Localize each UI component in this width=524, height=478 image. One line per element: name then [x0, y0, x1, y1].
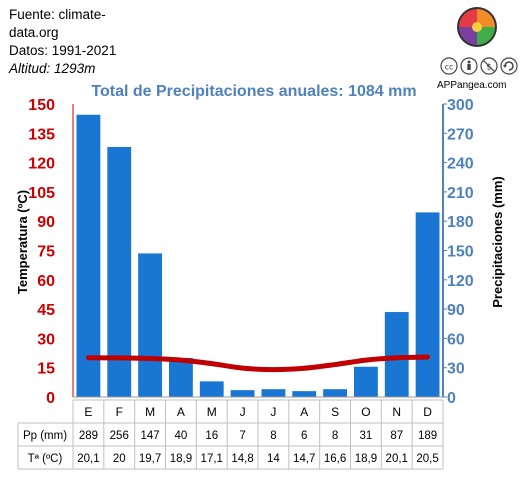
- table-cell: 19,7: [139, 453, 161, 465]
- appangea-logo-icon: [457, 7, 497, 47]
- y-tick-left-label: 150: [28, 97, 55, 114]
- precip-bar: [261, 389, 286, 397]
- altitude: Altitud: 1293m: [9, 60, 116, 78]
- table-cell: 20,5: [416, 453, 438, 465]
- table-cell: 7: [239, 430, 245, 442]
- y-tick-left-label: 105: [28, 185, 55, 202]
- table-cell: 20,1: [386, 453, 408, 465]
- y-axis-right-label: Precipitaciones (mm): [490, 176, 505, 308]
- y-tick-left-label: 30: [37, 331, 55, 348]
- source-line-2: data.org: [9, 25, 59, 40]
- source-line-1: Fuente: climate-: [9, 7, 106, 22]
- table-cell: 18,9: [355, 453, 377, 465]
- table-cell: 16: [205, 430, 218, 442]
- source-line-3: Datos: 1991-2021: [9, 43, 117, 58]
- attribution-icon: [460, 57, 478, 75]
- x-tick-label: F: [116, 405, 123, 419]
- temperature-line: [85, 354, 431, 373]
- y-tick-left-label: 135: [28, 126, 55, 143]
- table-cell: 87: [390, 430, 403, 442]
- x-tick-label: M: [207, 405, 217, 419]
- precip-bar: [292, 391, 317, 397]
- y-tick-left-label: 75: [37, 244, 55, 261]
- table-cell: 8: [270, 430, 276, 442]
- precip-bar: [138, 253, 162, 397]
- y-tick-right-label: 60: [447, 331, 465, 348]
- precip-bar: [230, 390, 255, 397]
- table-cell: 14: [267, 453, 280, 465]
- precip-bar: [76, 114, 101, 397]
- y-tick-left-label: 0: [46, 390, 55, 407]
- x-tick-label: D: [423, 405, 432, 419]
- table-cell: 14,8: [231, 453, 253, 465]
- x-tick-label: E: [84, 405, 92, 419]
- table-cell: 8: [332, 430, 338, 442]
- y-tick-left-label: 15: [37, 361, 55, 378]
- precip-bar: [107, 146, 132, 397]
- table-cell: 289: [79, 430, 98, 442]
- precip-bar: [384, 312, 409, 397]
- x-tick-label: A: [300, 405, 308, 419]
- x-tick-label: M: [145, 405, 155, 419]
- table-cell: 20,1: [77, 453, 99, 465]
- y-tick-left-label: 60: [37, 273, 55, 290]
- y-axis-left-label: Temperatura (ºC): [15, 190, 30, 294]
- altitude-value: 1293m: [54, 61, 96, 76]
- table-cell: 256: [110, 430, 129, 442]
- precip-bar: [323, 389, 347, 397]
- svg-text:$: $: [486, 63, 492, 73]
- table-cell: 40: [175, 430, 188, 442]
- table-cell: 16,6: [324, 453, 346, 465]
- x-tick-label: S: [331, 405, 339, 419]
- x-tick-label: J: [270, 405, 276, 419]
- sharealike-icon: [500, 57, 518, 75]
- x-tick-label: N: [392, 405, 401, 419]
- y-tick-left-label: 45: [37, 302, 55, 319]
- table-row-label: Pp (mm): [23, 430, 67, 442]
- y-tick-right-label: 270: [447, 126, 474, 143]
- table-cell: 18,9: [170, 453, 192, 465]
- table-cell: 6: [301, 430, 307, 442]
- y-tick-right-label: 210: [447, 185, 474, 202]
- y-tick-right-label: 0: [447, 390, 456, 407]
- precip-bar: [354, 366, 378, 397]
- table-cell: 31: [360, 430, 373, 442]
- y-tick-left-label: 120: [28, 156, 55, 173]
- y-tick-right-label: 180: [447, 214, 474, 231]
- y-tick-right-label: 150: [447, 244, 474, 261]
- svg-text:cc: cc: [445, 63, 454, 72]
- precip-bar: [169, 357, 193, 397]
- plot-area: 0 15 30 45 60 75 90 105 120 135 150 0 30 60 90 120 150 18…: [17, 97, 474, 470]
- site-name: APPangea.com: [437, 80, 507, 91]
- y-tick-right-label: 120: [447, 273, 474, 290]
- x-tick-label: A: [177, 405, 185, 419]
- x-tick-label: O: [361, 405, 370, 419]
- table-cell: 14,7: [293, 453, 315, 465]
- license-icons: cc $: [440, 57, 518, 75]
- x-tick-label: J: [240, 405, 246, 419]
- source-info: Fuente: climate- data.org Datos: 1991-20…: [9, 6, 116, 78]
- table-cell: 17,1: [201, 453, 223, 465]
- cc-icon: cc: [440, 57, 458, 75]
- y-tick-right-label: 240: [447, 156, 474, 173]
- precip-bar: [415, 212, 440, 397]
- precip-bar: [199, 381, 224, 397]
- y-tick-right-label: 30: [447, 361, 465, 378]
- y-tick-left-label: 90: [37, 214, 55, 231]
- y-tick-right-label: 90: [447, 302, 465, 319]
- noncommercial-icon: $: [480, 57, 498, 75]
- table-cell: 147: [140, 430, 159, 442]
- altitude-label: Altitud:: [9, 61, 51, 76]
- table-cell: 20: [113, 453, 126, 465]
- y-tick-right-label: 300: [447, 97, 474, 114]
- chart-title: Total de Precipitaciones anuales: 1084 m…: [91, 83, 416, 100]
- table-cell: 189: [418, 430, 437, 442]
- table-row-label: Tª (ºC): [28, 453, 63, 465]
